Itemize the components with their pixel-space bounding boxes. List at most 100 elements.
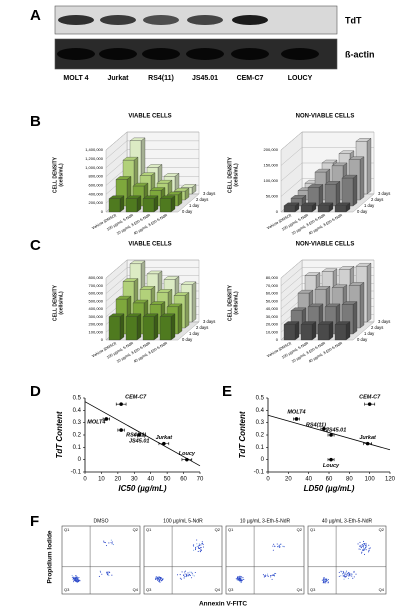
event-dot xyxy=(239,578,241,580)
bar-side-shade xyxy=(353,301,357,334)
y-axis-label: (cells/mL) xyxy=(58,163,64,187)
event-dot xyxy=(71,574,73,577)
event-dot xyxy=(78,580,80,582)
bar3d-chart: NON-VIABLE CELLS CELL DENSITY (cells/mL) 0 1… xyxy=(227,242,390,364)
chart-title: VIABLE CELLS xyxy=(128,114,171,120)
y-tick-label: 0.1 xyxy=(73,445,82,451)
y-tick-label: 800,000 xyxy=(89,174,104,179)
event-dot xyxy=(99,571,102,573)
event-dot xyxy=(348,573,350,575)
x-tick-label: 0 xyxy=(83,477,87,483)
bar xyxy=(125,316,138,341)
bar-side-shade xyxy=(120,195,124,212)
x-tick-label: 70 xyxy=(197,477,204,483)
y-axis-label: CELL DENSITY xyxy=(227,284,233,321)
y-tick-label: 80,000 xyxy=(266,275,279,280)
point-label: Loucy xyxy=(323,463,340,469)
event-dot xyxy=(351,575,353,577)
event-dot xyxy=(360,547,363,549)
y-tick-label: 100,000 xyxy=(264,178,279,183)
actin-band xyxy=(99,48,137,60)
event-dot xyxy=(276,543,278,545)
event-dot xyxy=(192,574,194,576)
event-dot xyxy=(349,575,351,577)
flow-plot: 10 µg/mL 3-Eth-5-NdR Q1 Q2 Q3 Q4 xyxy=(225,518,305,595)
y-tick-label: 40,000 xyxy=(266,306,279,311)
event-dot xyxy=(360,546,362,548)
point-label: CEM-C7 xyxy=(125,395,147,401)
event-dot xyxy=(362,547,365,549)
bar xyxy=(317,324,330,341)
x-tick-label: 50 xyxy=(164,477,171,483)
tdt-band xyxy=(232,15,268,25)
series-label: 3 days xyxy=(203,319,215,324)
quadrant-label: Q1 xyxy=(310,527,316,532)
event-dot xyxy=(198,545,200,547)
x-tick-label: 0 xyxy=(266,477,270,483)
y-tick-label: 0.2 xyxy=(73,433,82,439)
y-tick-label: 30,000 xyxy=(266,314,279,319)
lane-label: JS45.01 xyxy=(192,75,218,82)
event-dot xyxy=(72,578,74,581)
event-dot xyxy=(352,577,354,579)
event-dot xyxy=(73,578,75,580)
quadrant-label: Q3 xyxy=(64,587,70,592)
chart-title: NON-VIABLE CELLS xyxy=(296,114,355,120)
bar-side-shade xyxy=(319,184,323,206)
bar xyxy=(334,324,347,341)
event-dot xyxy=(108,571,110,573)
bar3d-chart: VIABLE CELLS CELL DENSITY (cells/mL) 0 100,0… xyxy=(52,242,215,364)
event-dot xyxy=(267,575,269,577)
event-dot xyxy=(106,571,108,573)
tdt-band xyxy=(100,15,136,25)
event-dot xyxy=(368,544,370,546)
event-dot xyxy=(76,576,78,578)
event-dot xyxy=(351,573,353,575)
bar xyxy=(300,205,313,213)
point xyxy=(365,441,370,446)
event-dot xyxy=(111,543,113,545)
point xyxy=(294,417,299,421)
point xyxy=(329,457,333,462)
event-dot xyxy=(79,580,81,582)
event-dot xyxy=(154,577,157,579)
event-dot xyxy=(363,549,365,551)
x-tick-label: 80 xyxy=(346,477,353,483)
quadrant-label: Q2 xyxy=(133,527,139,532)
y-tick-label: 0 xyxy=(101,337,104,342)
x-tick-label: 20 xyxy=(285,477,292,483)
bar xyxy=(283,324,296,341)
event-dot xyxy=(360,552,363,554)
event-dot xyxy=(273,575,276,577)
bar-side-shade xyxy=(137,313,141,340)
series-label: 1 day xyxy=(189,331,200,336)
bar-side-shade xyxy=(185,292,189,328)
event-dot xyxy=(194,549,197,551)
event-dot xyxy=(71,576,73,578)
event-dot xyxy=(103,541,105,544)
event-dot xyxy=(99,570,101,572)
event-dot xyxy=(162,578,164,580)
event-dot xyxy=(338,571,340,573)
point xyxy=(185,457,189,462)
y-tick-label: 1,200,000 xyxy=(85,156,104,161)
event-dot xyxy=(350,573,352,575)
panel-label: A xyxy=(30,7,41,24)
bar-side-shade xyxy=(367,263,371,322)
grid-line xyxy=(105,140,199,160)
flow-title: 100 µg/mL 5-NdR xyxy=(163,518,203,524)
event-dot xyxy=(98,575,100,578)
event-dot xyxy=(342,575,344,577)
event-dot xyxy=(363,542,365,545)
y-tick-label: 600,000 xyxy=(89,182,104,187)
series-label: 0 day xyxy=(357,209,368,214)
quadrant-label: Q3 xyxy=(146,587,152,592)
series-label: 1 day xyxy=(364,331,375,336)
panel-label: C xyxy=(30,237,41,254)
event-dot xyxy=(272,549,274,551)
bar3d-chart: VIABLE CELLS CELL DENSITY (cells/mL) 0 200,0… xyxy=(52,114,215,236)
y-axis-label: TdT Content xyxy=(238,411,247,458)
y-tick-label: 0.1 xyxy=(256,445,265,451)
event-dot xyxy=(365,542,367,544)
